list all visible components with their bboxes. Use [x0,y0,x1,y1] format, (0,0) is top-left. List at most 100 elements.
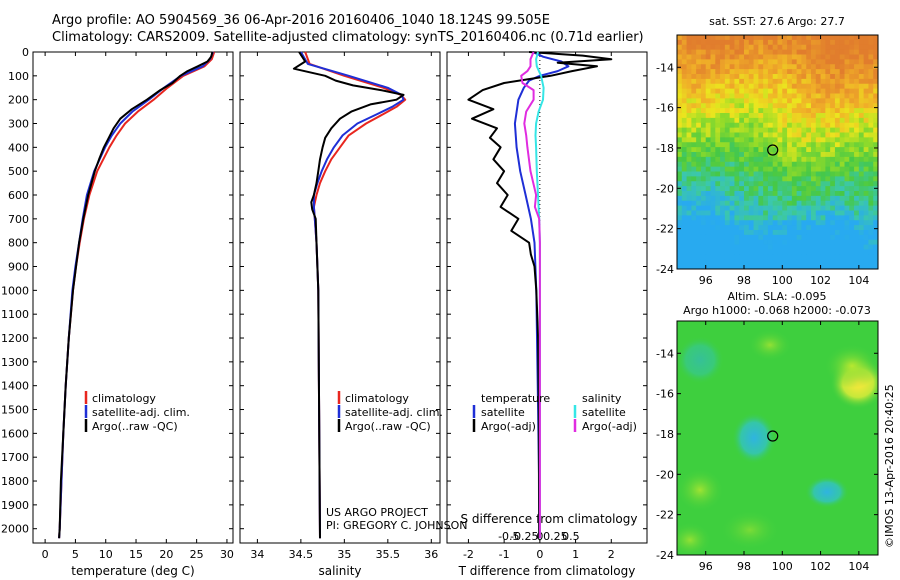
sst-cell [734,147,740,153]
sst-cell [849,69,855,75]
sst-cell [758,254,764,260]
sst-cell [820,93,826,99]
map-x-tick-label: 96 [699,274,713,287]
sst-cell [686,181,692,187]
sst-cell [854,59,860,65]
sst-cell [806,35,812,41]
sst-cell [772,88,778,94]
sst-cell [744,98,750,104]
sst-cell [791,264,798,269]
sst-cell [863,171,869,177]
sst-cell [758,93,764,99]
sst-cell [753,161,759,168]
sst-cell [825,74,831,80]
sst-cell [724,122,731,129]
sst-cell [724,205,731,211]
sst-cell [677,225,683,231]
sst-cell [825,137,831,143]
sst-cell [796,230,802,236]
sst-cell [715,137,721,143]
sst-cell [820,59,826,65]
sst-cell [796,88,802,94]
sst-cell [772,44,778,51]
sst-cell [758,220,764,226]
sst-cell [720,78,726,85]
sst-cell [825,44,831,51]
sst-cell [734,39,740,46]
sst-cell [744,215,750,221]
sst-cell [691,210,697,216]
sst-cell [839,35,845,41]
sst-cell [739,142,745,148]
sst-cell [796,132,802,138]
sst-cell [806,181,812,187]
sst-cell [863,113,869,119]
sst-cell [686,122,692,129]
sst-cell [705,98,711,104]
sst-cell [811,230,817,236]
sst-cell [772,147,778,153]
sst-cell [677,35,683,41]
sst-cell [815,44,821,51]
sst-cell [796,161,802,168]
sst-cell [758,103,764,109]
sst-cell [724,254,731,260]
sst-cell [844,249,850,255]
sst-cell [748,205,754,211]
sst-cell [796,44,802,51]
sst-cell [801,113,807,119]
sst-cell [753,74,759,80]
sst-cell [691,132,697,138]
sst-cell [777,103,783,109]
sst-cell [700,117,707,124]
sst-cell [791,152,798,158]
sst-cell [681,220,687,226]
sst-cell [734,54,740,60]
sst-cell [691,230,697,236]
sst-cell [815,147,821,153]
sst-cell [854,44,860,51]
sst-cell [700,69,707,75]
sst-cell [729,137,735,143]
sst-map-axes: 96 98 100 102 104-14-16-18-20-22-24 [656,34,879,287]
sst-cell [748,142,754,148]
sst-cell [854,39,860,46]
sst-cell [834,176,841,182]
sst-cell [700,137,707,143]
sst-cell [787,39,793,46]
sst-cell [686,254,692,260]
sst-cell [696,74,702,80]
sst-cell [772,171,778,177]
sst-cell [801,215,807,221]
sst-cell [820,132,826,138]
sst-cell [849,254,855,260]
sst-cell [772,200,778,207]
sst-cell [720,225,726,231]
sst-cell [724,59,731,65]
sst-cell [854,64,860,70]
sst-cell [705,64,711,70]
sst-cell [782,142,788,148]
sst-cell [839,234,845,241]
sst-cell [791,49,798,55]
sst-cell [686,44,692,51]
sst-cell [791,54,798,60]
sst-cell [811,59,817,65]
sst-cell [715,142,721,148]
sst-cell [777,166,783,172]
sst-cell [705,88,711,94]
sst-cell [700,54,707,60]
sst-cell [720,205,726,211]
sst-cell [854,181,860,187]
sst-cell [806,220,812,226]
sst-cell [815,122,821,129]
sst-cell [720,166,726,172]
sst-cell [758,230,764,236]
sst-cell [705,93,711,99]
sst-cell [681,152,687,158]
sst-cell [758,191,764,197]
sst-cell [691,127,697,133]
sla-high-anomaly [720,510,780,550]
sst-cell [791,166,798,172]
sst-cell [748,225,754,231]
